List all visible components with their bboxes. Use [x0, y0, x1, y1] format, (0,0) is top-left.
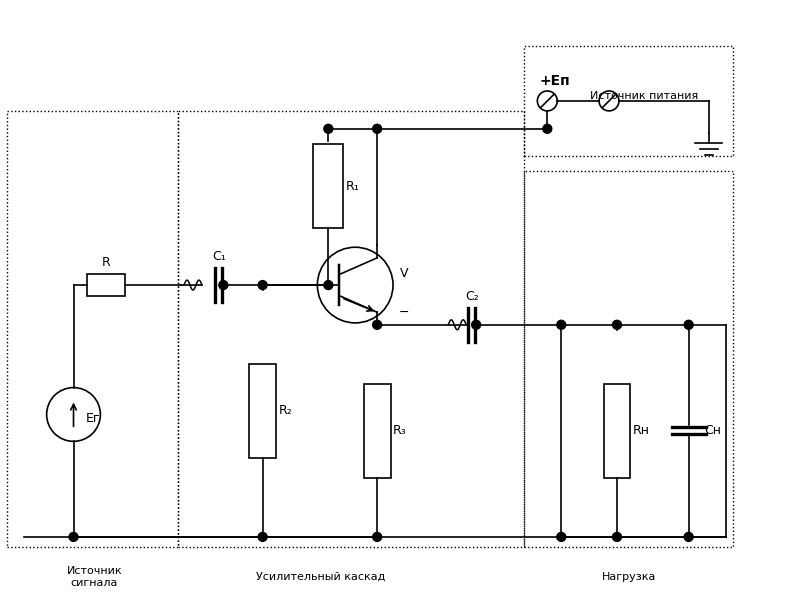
Text: R₁: R₁: [346, 179, 360, 193]
Text: R₃: R₃: [393, 424, 407, 437]
Bar: [7, 111, 178, 547]
Circle shape: [613, 532, 622, 541]
Bar: [525, 170, 734, 547]
Circle shape: [543, 124, 552, 133]
Text: C₂: C₂: [465, 290, 478, 303]
Text: Нагрузка: Нагрузка: [602, 572, 656, 582]
Bar: [364, 383, 390, 478]
Circle shape: [258, 532, 267, 541]
Bar: [178, 111, 525, 547]
Circle shape: [684, 320, 693, 329]
Bar: [603, 383, 630, 478]
Circle shape: [258, 281, 267, 290]
Circle shape: [324, 124, 333, 133]
Circle shape: [373, 124, 382, 133]
Circle shape: [684, 532, 693, 541]
Text: Источник
сигнала: Источник сигнала: [66, 566, 122, 587]
Circle shape: [613, 320, 622, 329]
Bar: [525, 46, 734, 155]
Text: +Eп: +Eп: [539, 74, 570, 88]
Circle shape: [373, 532, 382, 541]
Text: R₂: R₂: [278, 404, 292, 418]
Circle shape: [557, 320, 566, 329]
Text: Eг: Eг: [86, 412, 100, 425]
Text: Cн: Cн: [705, 424, 722, 437]
Text: Усилительный каскад: Усилительный каскад: [256, 572, 385, 582]
Text: Источник питания: Источник питания: [590, 91, 698, 101]
Circle shape: [373, 320, 382, 329]
Text: Rн: Rн: [633, 424, 650, 437]
Circle shape: [219, 281, 228, 290]
Circle shape: [538, 91, 558, 111]
Circle shape: [472, 320, 481, 329]
Circle shape: [599, 91, 619, 111]
Circle shape: [324, 281, 333, 290]
Bar: [314, 144, 343, 229]
Text: V: V: [400, 267, 409, 280]
Circle shape: [69, 532, 78, 541]
Bar: [87, 274, 126, 296]
Bar: [250, 364, 276, 458]
Circle shape: [557, 532, 566, 541]
Text: C₁: C₁: [212, 250, 226, 263]
Text: −: −: [399, 307, 410, 319]
Circle shape: [46, 388, 100, 442]
Text: R: R: [102, 256, 110, 269]
Circle shape: [318, 247, 393, 323]
